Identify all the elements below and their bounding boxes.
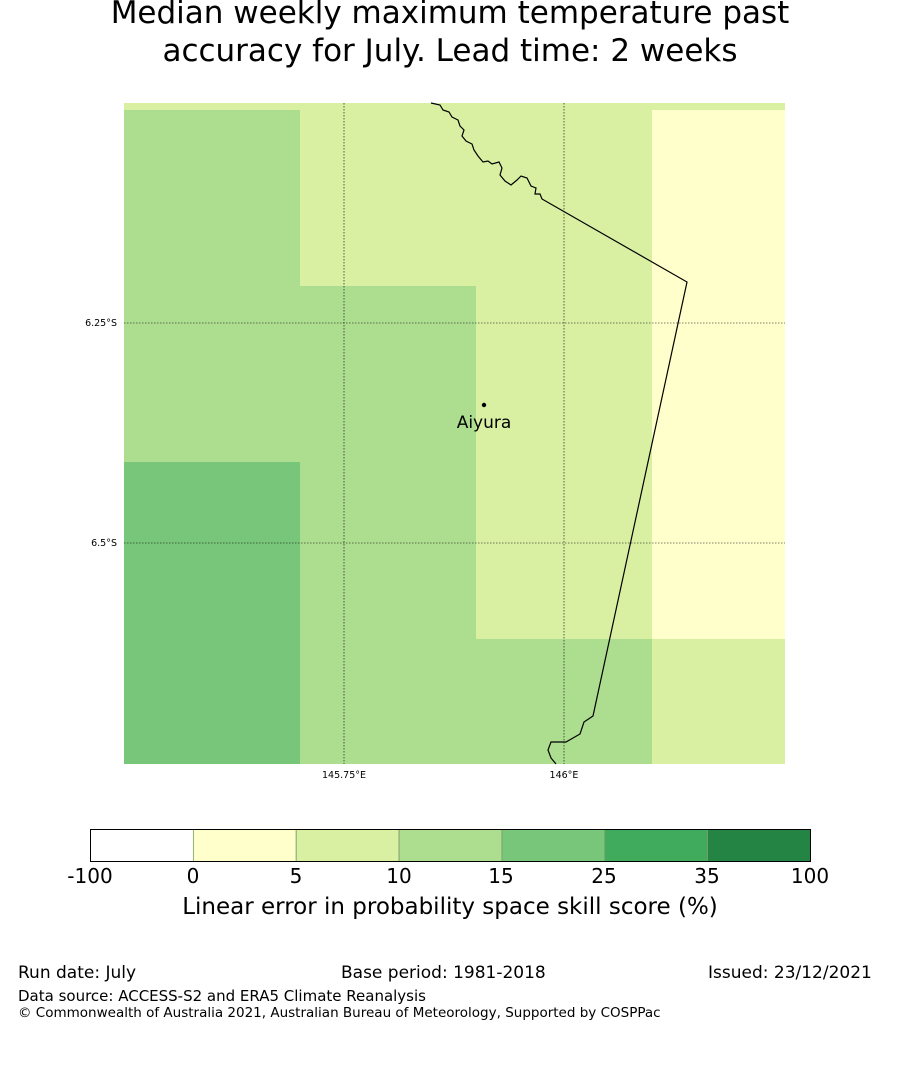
colorbar-tick: 100 [790, 864, 830, 888]
run-date: Run date: July [18, 963, 137, 983]
data-source: Data source: ACCESS-S2 and ERA5 Climate … [18, 987, 426, 1005]
grid-cell [652, 286, 785, 462]
colorbar-tick: -100 [67, 864, 113, 888]
grid-cell [124, 462, 300, 639]
colorbar-tick: 5 [289, 864, 303, 888]
chart-title-line-1: Median weekly maximum temperature past [110, 0, 790, 31]
colorbar-tick: 25 [591, 864, 617, 888]
border-line [430, 102, 688, 765]
lon-label-1: 145.75°E [322, 770, 366, 781]
colorbar-tick: 10 [386, 864, 412, 888]
grid-cells [124, 103, 785, 764]
grid-cell-edge [124, 103, 785, 110]
colorbar-swatch [707, 829, 811, 862]
chart-title: Median weekly maximum temperature past a… [0, 0, 900, 70]
colorbar-swatch [398, 829, 503, 862]
colorbar-tick: 15 [488, 864, 514, 888]
base-period: Base period: 1981-2018 [341, 963, 546, 983]
gridlines [124, 103, 785, 764]
aiyura-label: Aiyura [457, 413, 512, 433]
lon-label-2: 146°E [550, 770, 579, 781]
colorbar-swatch [604, 829, 709, 862]
grid-cell [300, 639, 476, 764]
lat-label-2: 6.5°S [91, 538, 117, 549]
lat-label-1: 6.25°S [85, 318, 117, 329]
grid-cell [652, 639, 785, 764]
grid-cell [652, 462, 785, 639]
colorbar-tick: 0 [186, 864, 200, 888]
colorbar-swatches [90, 829, 811, 862]
colorbar-swatch [295, 829, 400, 862]
grid-cell [300, 462, 476, 639]
colorbar [90, 829, 811, 862]
colorbar-swatch [501, 829, 606, 862]
issued-date: Issued: 23/12/2021 [708, 963, 872, 983]
colorbar-label: Linear error in probability space skill … [182, 894, 718, 920]
colorbar-frame [90, 829, 811, 862]
grid-cell [300, 286, 476, 462]
grid-cell [300, 110, 476, 286]
aiyura-marker [481, 402, 487, 408]
grid-cell [124, 110, 300, 286]
skill-score-map: Aiyura 6.25°S 6.5°S 145.75°E 146°E [85, 102, 785, 781]
grid-cell [124, 639, 300, 764]
colorbar-tick: 35 [694, 864, 720, 888]
grid-cell [652, 110, 785, 286]
chart-title-line-2: accuracy for July. Lead time: 2 weeks [162, 33, 738, 69]
colorbar-swatch [90, 829, 194, 862]
grid-cell [124, 286, 300, 462]
copyright: © Commonwealth of Australia 2021, Austra… [18, 1005, 661, 1021]
colorbar-swatch [192, 829, 297, 862]
